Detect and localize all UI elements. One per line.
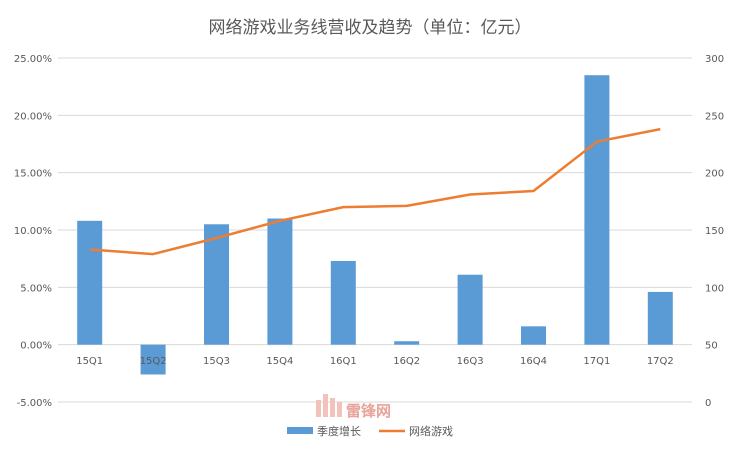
watermark-logo-bar-2 [323, 394, 328, 417]
left-tick-label: 5.00% [20, 283, 52, 294]
category-label: 16Q4 [520, 356, 547, 367]
right-tick-label: 200 [705, 169, 724, 180]
left-tick-label: 25.00% [14, 54, 52, 65]
right-tick-label: 300 [705, 54, 724, 65]
legend-label-line: 网络游戏 [409, 424, 453, 438]
bar-15Q4 [267, 218, 293, 345]
left-tick-label: 20.00% [14, 111, 52, 122]
right-axis-ticks: 0 50 100 150 200 250 300 [705, 54, 724, 409]
category-label: 15Q3 [203, 356, 230, 367]
bar-16Q3 [457, 274, 483, 345]
right-tick-label: 250 [705, 111, 724, 122]
bar-15Q2 [140, 344, 166, 375]
legend-swatch-bar [287, 427, 313, 434]
bar-17Q2 [647, 291, 673, 345]
left-tick-label: 0.00% [20, 341, 52, 352]
category-label: 15Q4 [266, 356, 293, 367]
category-labels: 15Q1 15Q2 15Q3 15Q4 16Q1 16Q2 16Q3 16Q4 17Q1 17Q2 [76, 356, 674, 367]
category-label: 16Q3 [457, 356, 484, 367]
watermark-logo-bar-1 [316, 400, 321, 417]
watermark: 雷锋网 [316, 394, 391, 420]
watermark-text: 雷锋网 [346, 402, 391, 420]
right-tick-label: 150 [705, 226, 724, 237]
category-label: 15Q1 [76, 356, 103, 367]
legend: 季度增长 网络游戏 [287, 424, 453, 438]
bar-16Q2 [394, 341, 420, 345]
category-label: 16Q2 [393, 356, 420, 367]
left-tick-label: 15.00% [14, 169, 52, 180]
category-label: 16Q1 [330, 356, 357, 367]
category-label: 17Q1 [583, 356, 610, 367]
bar-16Q1 [330, 260, 356, 345]
watermark-logo-bar-4 [337, 402, 342, 417]
right-tick-label: 100 [705, 283, 724, 294]
line-series [89, 127, 661, 256]
bar-15Q3 [204, 224, 229, 345]
bar-series [77, 75, 673, 375]
bar-15Q1 [77, 220, 103, 345]
chart-title: 网络游戏业务线营收及趋势（单位：亿元） [209, 18, 532, 38]
legend-label-bar: 季度增长 [317, 424, 361, 438]
bar-16Q4 [521, 326, 546, 345]
right-tick-label: 50 [705, 341, 718, 352]
bar-17Q1 [584, 75, 610, 345]
watermark-logo-bar-3 [330, 398, 335, 417]
category-label: 15Q2 [140, 356, 167, 367]
category-label: 17Q2 [647, 356, 674, 367]
left-tick-label: -5.00% [17, 398, 52, 409]
left-tick-label: 10.00% [14, 226, 52, 237]
left-axis-ticks: -5.00% 0.00% 5.00% 10.00% 15.00% 20.00% 25.00% [14, 54, 52, 409]
line-path [89, 127, 661, 256]
right-tick-label: 0 [705, 398, 711, 409]
